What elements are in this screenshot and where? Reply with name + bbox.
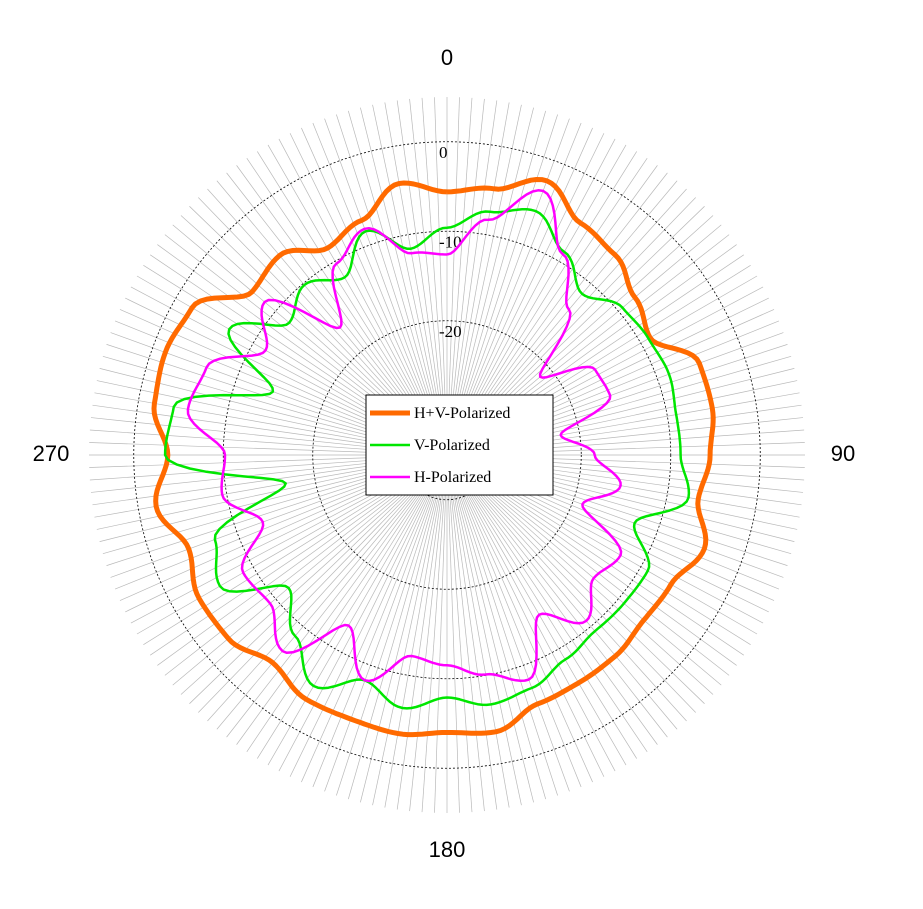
angular-gridline <box>246 454 448 752</box>
angular-gridline <box>207 454 448 722</box>
angular-gridline <box>446 454 498 810</box>
radial-tick-label: -10 <box>439 232 462 251</box>
angular-gridline <box>312 454 448 788</box>
angular-gridline <box>226 454 448 738</box>
radial-tick-label: 0 <box>439 143 448 162</box>
angular-gridline <box>446 454 522 806</box>
angular-gridline <box>409 454 448 812</box>
angular-gridline <box>446 454 627 766</box>
series-line-3 <box>186 189 623 683</box>
angular-gridline <box>446 454 473 813</box>
angular-gridline <box>446 454 534 803</box>
angle-tick-label: 270 <box>33 441 70 466</box>
angular-gridline <box>446 454 638 759</box>
angle-tick-label: 0 <box>441 45 453 70</box>
angular-gridline <box>278 454 448 772</box>
angular-gridline <box>446 454 678 730</box>
angular-gridline <box>396 454 448 810</box>
angular-gridline <box>446 454 605 777</box>
angular-gridline <box>446 454 593 783</box>
series-line-1 <box>151 177 716 738</box>
angular-gridline <box>236 454 448 745</box>
angular-gridline <box>446 454 705 704</box>
series-line-2 <box>163 208 691 710</box>
angular-gridline <box>446 454 687 722</box>
angular-gridline <box>421 454 448 813</box>
angular-gridline <box>324 454 448 792</box>
angular-gridline <box>347 454 448 800</box>
angular-gridline <box>360 454 448 803</box>
angular-gridline <box>336 454 448 796</box>
legend-entry: H-Polarized <box>414 469 491 486</box>
angular-gridline <box>198 454 448 713</box>
angle-tick-label: 180 <box>429 837 466 862</box>
angle-tick-labels: 0 90 180 270 <box>33 45 856 862</box>
radial-gridline <box>133 141 761 769</box>
legend-entry: H+V-Polarized <box>414 405 510 422</box>
angular-gridline <box>446 454 616 772</box>
radial-gridline <box>312 320 582 590</box>
radial-tick-label: -20 <box>439 322 462 341</box>
angular-gridline <box>446 454 668 738</box>
angular-gridline <box>301 454 448 783</box>
angular-gridline <box>446 454 570 792</box>
angular-gridline <box>446 454 460 813</box>
angular-gridline <box>189 454 448 704</box>
angular-gridline <box>384 454 448 808</box>
angular-gridline <box>446 454 558 796</box>
angular-gridline <box>446 454 696 713</box>
angle-tick-label: 90 <box>831 441 855 466</box>
angular-gridline <box>446 454 485 812</box>
angular-gridline <box>256 454 448 759</box>
angular-gridline <box>446 454 658 745</box>
angular-gridline <box>289 454 448 777</box>
angular-gridline <box>446 454 547 800</box>
angular-gridline <box>446 454 582 788</box>
angular-gridline <box>216 454 448 730</box>
radial-gridline <box>222 230 672 680</box>
legend: H+V-Polarized V-Polarized H-Polarized <box>365 394 554 496</box>
legend-entry: V-Polarized <box>414 437 490 454</box>
angular-gridline <box>446 454 510 808</box>
angular-gridline <box>446 454 648 752</box>
series-layer <box>151 177 716 738</box>
angular-gridline <box>434 454 448 813</box>
angular-gridline <box>372 454 448 806</box>
angular-gridline <box>267 454 448 766</box>
